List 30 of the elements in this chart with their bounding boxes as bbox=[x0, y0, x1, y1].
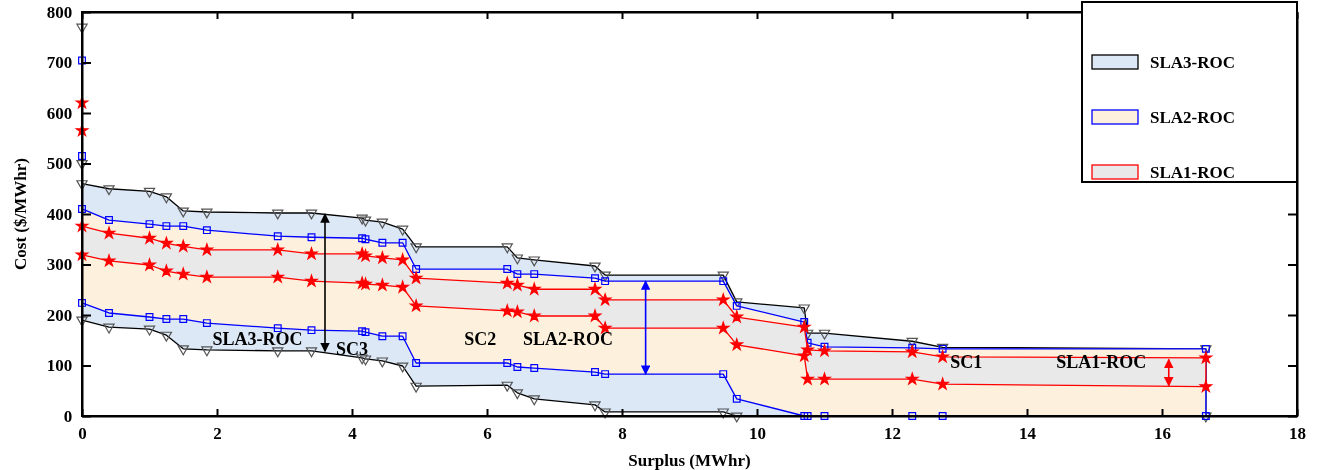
legend-label: SLA1-ROC bbox=[1150, 163, 1236, 182]
x-tick-label: 4 bbox=[348, 424, 358, 444]
x-tick-label: 18 bbox=[1289, 424, 1306, 444]
legend-label: SLA2-ROC bbox=[1150, 108, 1236, 127]
annotation: SLA3-ROC bbox=[212, 329, 303, 350]
x-tick-label: 12 bbox=[884, 424, 901, 444]
annotation: SLA1-ROC bbox=[1056, 352, 1147, 373]
y-tick-label: 600 bbox=[46, 103, 73, 123]
x-tick-label: 2 bbox=[213, 424, 222, 444]
y-tick-label: 100 bbox=[46, 356, 73, 376]
x-tick-label: 14 bbox=[1019, 424, 1037, 444]
x-axis-title: Surplus (MWhr) bbox=[628, 451, 751, 470]
y-tick-label: 700 bbox=[46, 53, 73, 73]
x-tick-label: 0 bbox=[78, 424, 87, 444]
annotation: SC3 bbox=[335, 339, 369, 360]
y-tick-label: 0 bbox=[63, 406, 73, 426]
y-tick-label: 800 bbox=[46, 2, 73, 22]
y-tick-label: 200 bbox=[46, 305, 73, 325]
annotation: SLA2-ROC bbox=[522, 329, 614, 350]
annotation: SC1 bbox=[950, 352, 983, 373]
legend-label: SLA3-ROC bbox=[1150, 53, 1236, 72]
x-tick-label: 6 bbox=[483, 424, 492, 444]
x-tick-label: 10 bbox=[749, 424, 766, 444]
y-tick-label: 300 bbox=[46, 255, 73, 275]
y-axis-title: Cost ($/MWhr) bbox=[11, 158, 30, 270]
y-tick-label: 500 bbox=[46, 154, 73, 174]
x-tick-label: 8 bbox=[618, 424, 627, 444]
x-tick-label: 16 bbox=[1154, 424, 1171, 444]
annotation: SC2 bbox=[464, 329, 497, 350]
y-tick-label: 400 bbox=[46, 204, 73, 224]
